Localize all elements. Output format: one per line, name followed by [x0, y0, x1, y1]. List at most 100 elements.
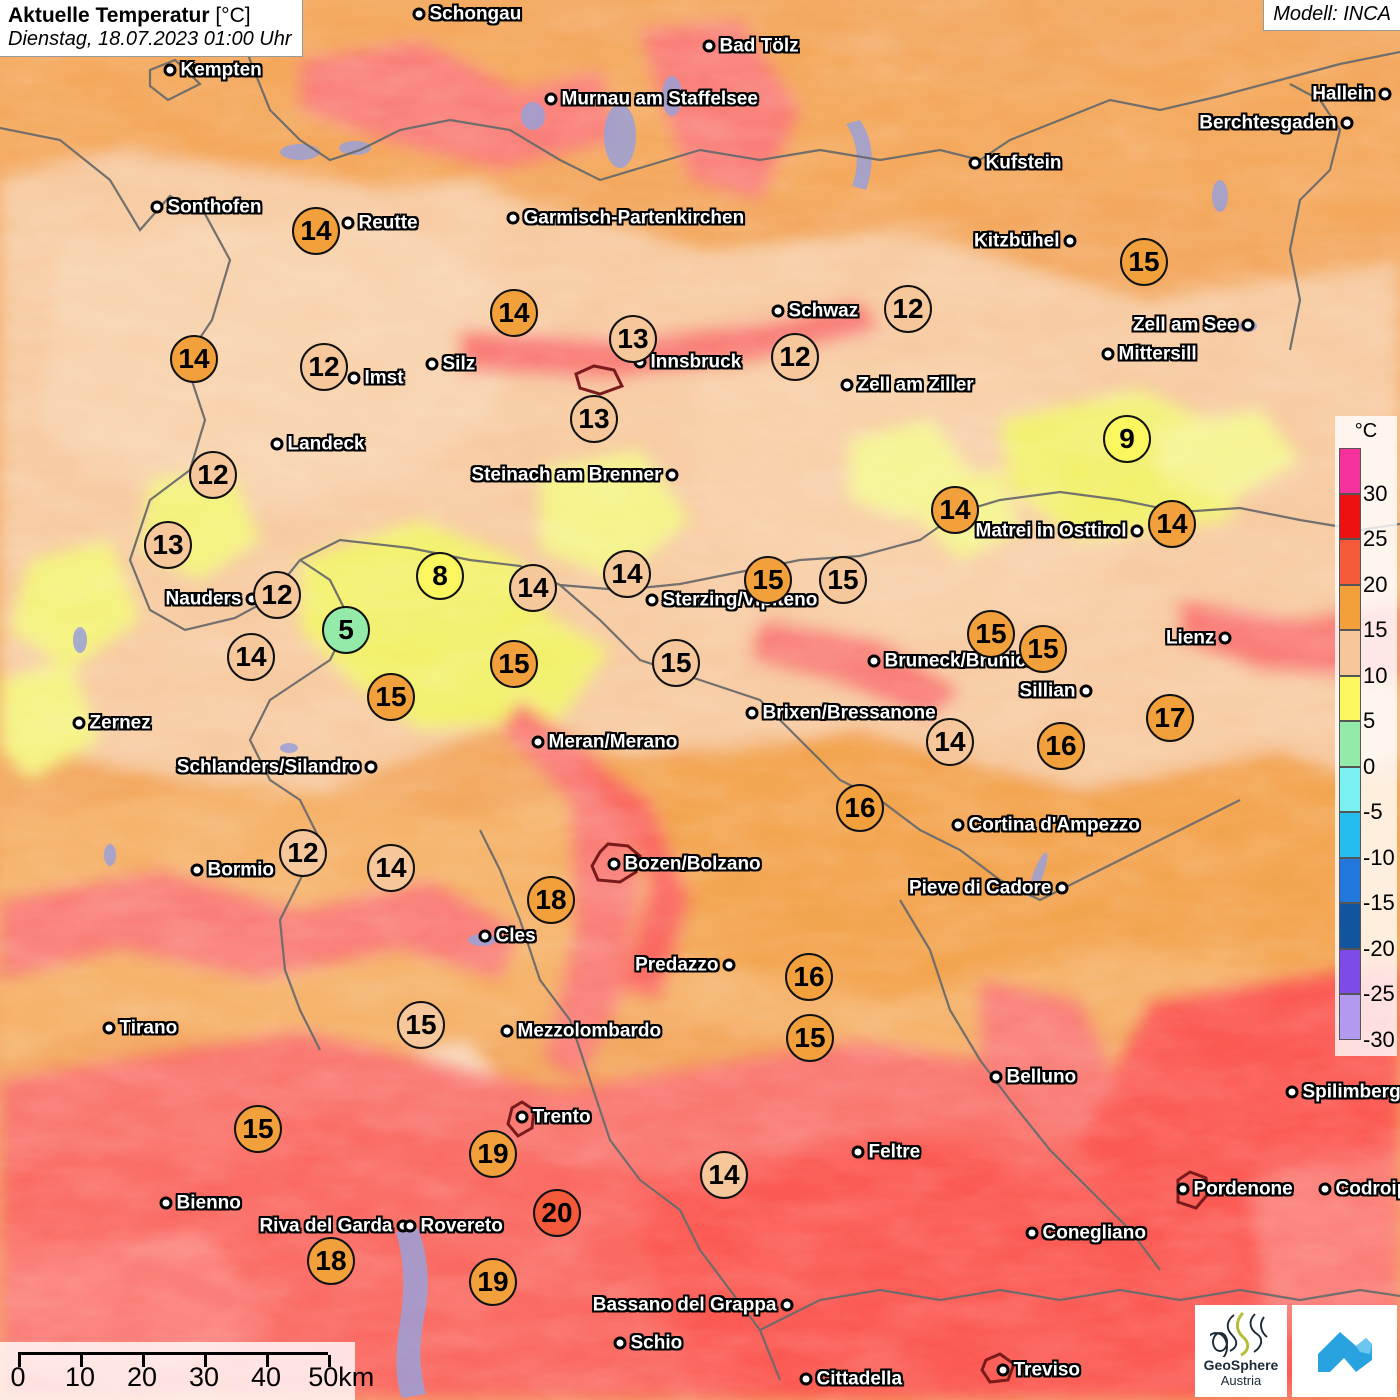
city-marker: Zell am See [1133, 314, 1255, 335]
temperature-value: 12 [308, 351, 340, 382]
temperature-value: 14 [1156, 508, 1188, 539]
city-label: Codroipo [1335, 1178, 1400, 1199]
temperature-value: 16 [793, 961, 825, 992]
city-dot-icon [1318, 1182, 1332, 1196]
city-label: Belluno [1006, 1066, 1077, 1087]
city-marker: Belluno [989, 1066, 1076, 1087]
temperature-value: 14 [178, 343, 210, 374]
temperature-station-marker: 15 [967, 610, 1015, 658]
temperature-station-marker: 5 [322, 606, 370, 654]
temperature-station-marker: 13 [144, 521, 192, 569]
city-label: Sonthofen [167, 196, 262, 217]
temperature-value: 14 [708, 1159, 740, 1190]
city-marker: Zernez [72, 712, 151, 733]
city-marker: Lienz [1166, 627, 1232, 648]
temperature-station-marker: 13 [570, 395, 618, 443]
city-dot-icon [500, 1024, 514, 1038]
city-dot-icon [270, 437, 284, 451]
city-label: Feltre [868, 1141, 921, 1162]
city-dot-icon [1340, 116, 1354, 130]
temperature-station-marker: 12 [300, 343, 348, 391]
city-label: Bassano del Grappa [592, 1294, 777, 1315]
temperature-value: 17 [1154, 702, 1186, 733]
city-marker: Brixen/Bressanone [745, 702, 936, 723]
temperature-station-marker: 14 [700, 1151, 748, 1199]
city-dot-icon [867, 654, 881, 668]
geosphere-logo: GeoSphere Austria [1195, 1305, 1287, 1397]
temperature-value: 15 [405, 1009, 437, 1040]
temperature-station-marker: 12 [189, 451, 237, 499]
city-dot-icon [506, 211, 520, 225]
map-datetime: Dienstag, 18.07.2023 01:00 Uhr [8, 27, 292, 50]
city-label: Bad Tölz [719, 35, 799, 56]
city-marker: Rovereto [403, 1215, 503, 1236]
temperature-station-marker: 13 [609, 315, 657, 363]
city-label: Silz [442, 353, 476, 374]
temperature-station-marker: 14 [227, 633, 275, 681]
temperature-value: 18 [315, 1245, 347, 1276]
partner-logo [1292, 1305, 1397, 1397]
scale-bar-line [18, 1352, 331, 1367]
scale-label: 0 [10, 1362, 26, 1392]
city-marker: Hallein [1312, 83, 1392, 104]
legend-band [1339, 766, 1361, 813]
temperature-value: 19 [477, 1266, 509, 1297]
city-label: Pordenone [1193, 1178, 1293, 1199]
city-dot-icon [771, 304, 785, 318]
temperature-station-marker: 14 [931, 486, 979, 534]
city-label: Pieve di Cadore [908, 877, 1052, 898]
legend-band [1339, 994, 1361, 1040]
city-label: Zell am Ziller [857, 374, 974, 395]
temperature-value: 5 [338, 614, 354, 645]
scale-bar: 0 10 20 30 40 50km [0, 1342, 374, 1400]
city-dot-icon [1025, 1226, 1039, 1240]
scale-tick [266, 1355, 269, 1367]
temperature-station-marker: 14 [509, 564, 557, 612]
city-dot-icon [745, 706, 759, 720]
city-dot-icon [159, 1196, 173, 1210]
city-marker: Schwaz [771, 300, 858, 321]
legend-tick: 10 [1363, 662, 1388, 688]
city-dot-icon [150, 200, 164, 214]
legend-tick: -30 [1363, 1027, 1395, 1052]
temperature-station-marker: 15 [1120, 238, 1168, 286]
city-dot-icon [1101, 347, 1115, 361]
city-marker: Codroipo [1318, 1178, 1400, 1199]
city-dot-icon [163, 63, 177, 77]
title-text: Aktuelle Temperatur [8, 4, 210, 27]
city-marker: Tirano [102, 1017, 177, 1038]
temperature-station-marker: 8 [416, 552, 464, 600]
temperature-station-marker: 15 [1019, 625, 1067, 673]
city-label: Nauders [165, 588, 242, 609]
temperature-value: 13 [617, 323, 649, 354]
city-marker: Kufstein [968, 152, 1062, 173]
city-marker: Meran/Merano [531, 731, 677, 752]
scale-label: 50km [308, 1362, 375, 1392]
city-dot-icon [1285, 1085, 1299, 1099]
city-label: Landeck [287, 433, 365, 454]
city-label: Predazzo [635, 954, 719, 975]
legend-band [1339, 857, 1361, 904]
city-marker: Kitzbühel [974, 230, 1077, 251]
city-dot-icon [799, 1372, 813, 1386]
model-label: Modell: INCA [1273, 3, 1391, 25]
city-marker: Imst [347, 367, 404, 388]
legend-gradient [1339, 448, 1361, 1040]
legend-tick: 30 [1363, 480, 1388, 506]
temperature-value: 15 [827, 564, 859, 595]
city-label: Mittersill [1118, 343, 1197, 364]
temperature-value: 13 [578, 403, 610, 434]
city-label: Kempten [180, 59, 262, 80]
title-unit: [°C] [215, 4, 251, 27]
temperature-value: 15 [375, 681, 407, 712]
city-dot-icon [403, 1219, 417, 1233]
temperature-station-marker: 16 [785, 953, 833, 1001]
city-label: Hallein [1312, 83, 1375, 104]
legend-tick: -10 [1363, 844, 1395, 870]
city-dot-icon [72, 716, 86, 730]
legend-band [1339, 539, 1361, 585]
city-marker: Berchtesgaden [1199, 112, 1354, 133]
legend-band [1339, 903, 1361, 949]
temperature-value: 16 [1045, 730, 1077, 761]
temperature-station-marker: 14 [926, 718, 974, 766]
